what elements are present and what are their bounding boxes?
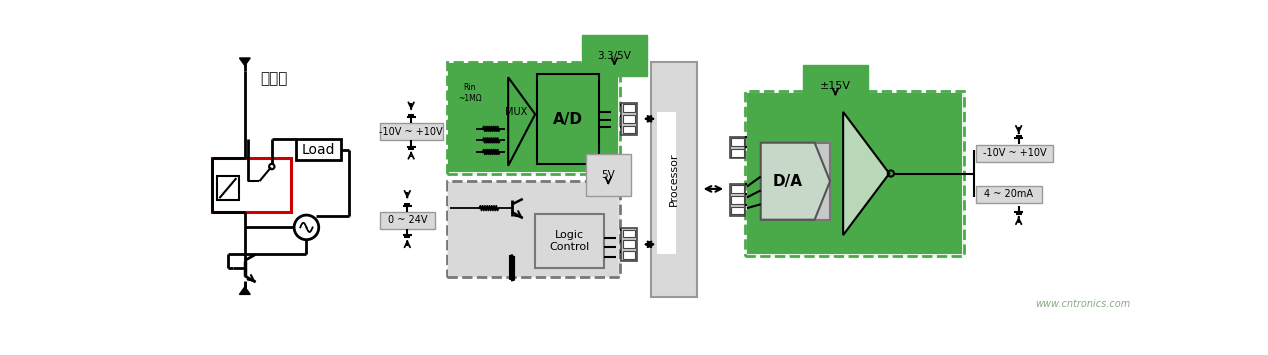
Bar <box>535 214 605 268</box>
Bar <box>217 176 238 201</box>
Bar <box>623 104 635 112</box>
Bar <box>621 103 637 135</box>
Bar <box>623 115 635 123</box>
Bar <box>732 138 744 146</box>
Bar <box>650 62 697 297</box>
Bar <box>623 251 635 259</box>
Bar <box>732 185 744 193</box>
Bar <box>761 143 831 220</box>
Text: 0 ~ 24V: 0 ~ 24V <box>388 215 427 225</box>
Text: www.cntronics.com: www.cntronics.com <box>1035 299 1130 310</box>
Text: 5V: 5V <box>601 170 615 180</box>
Bar <box>732 149 744 157</box>
Bar <box>657 112 676 254</box>
Bar <box>587 48 642 64</box>
Bar <box>297 139 341 160</box>
Text: 继电器: 继电器 <box>260 71 288 86</box>
Bar <box>746 91 964 256</box>
Bar <box>976 186 1042 203</box>
Text: Load: Load <box>302 143 336 157</box>
Bar <box>623 230 635 237</box>
Bar <box>587 48 642 64</box>
Text: A/D: A/D <box>553 112 583 127</box>
Text: -10V ~ +10V: -10V ~ +10V <box>379 127 443 137</box>
Bar <box>379 124 443 140</box>
Text: ±15V: ±15V <box>820 82 851 92</box>
Bar <box>621 228 637 261</box>
Text: 4 ~ 20mA: 4 ~ 20mA <box>984 189 1033 199</box>
Bar <box>446 181 620 278</box>
Text: 3.3/5V: 3.3/5V <box>597 51 631 61</box>
Polygon shape <box>761 143 831 220</box>
Bar <box>448 64 619 172</box>
Bar <box>623 126 635 133</box>
Text: Rin
~1MΩ: Rin ~1MΩ <box>458 83 482 103</box>
Bar <box>446 62 620 174</box>
Bar <box>212 158 292 212</box>
Bar <box>448 183 619 276</box>
Text: -10V ~ +10V: -10V ~ +10V <box>983 148 1046 158</box>
Bar <box>379 212 435 229</box>
Text: Logic
Control: Logic Control <box>549 230 590 252</box>
Bar <box>747 93 962 254</box>
Bar <box>732 196 744 203</box>
Polygon shape <box>843 112 889 235</box>
Bar <box>538 74 598 164</box>
Bar <box>976 145 1054 162</box>
Bar <box>732 207 744 214</box>
Bar <box>623 240 635 248</box>
Bar <box>730 137 746 158</box>
Polygon shape <box>240 58 250 66</box>
Polygon shape <box>240 287 250 294</box>
Bar <box>730 184 746 216</box>
Text: MUX: MUX <box>505 107 527 117</box>
Text: D/A: D/A <box>772 174 803 189</box>
Text: Processor: Processor <box>668 153 678 206</box>
